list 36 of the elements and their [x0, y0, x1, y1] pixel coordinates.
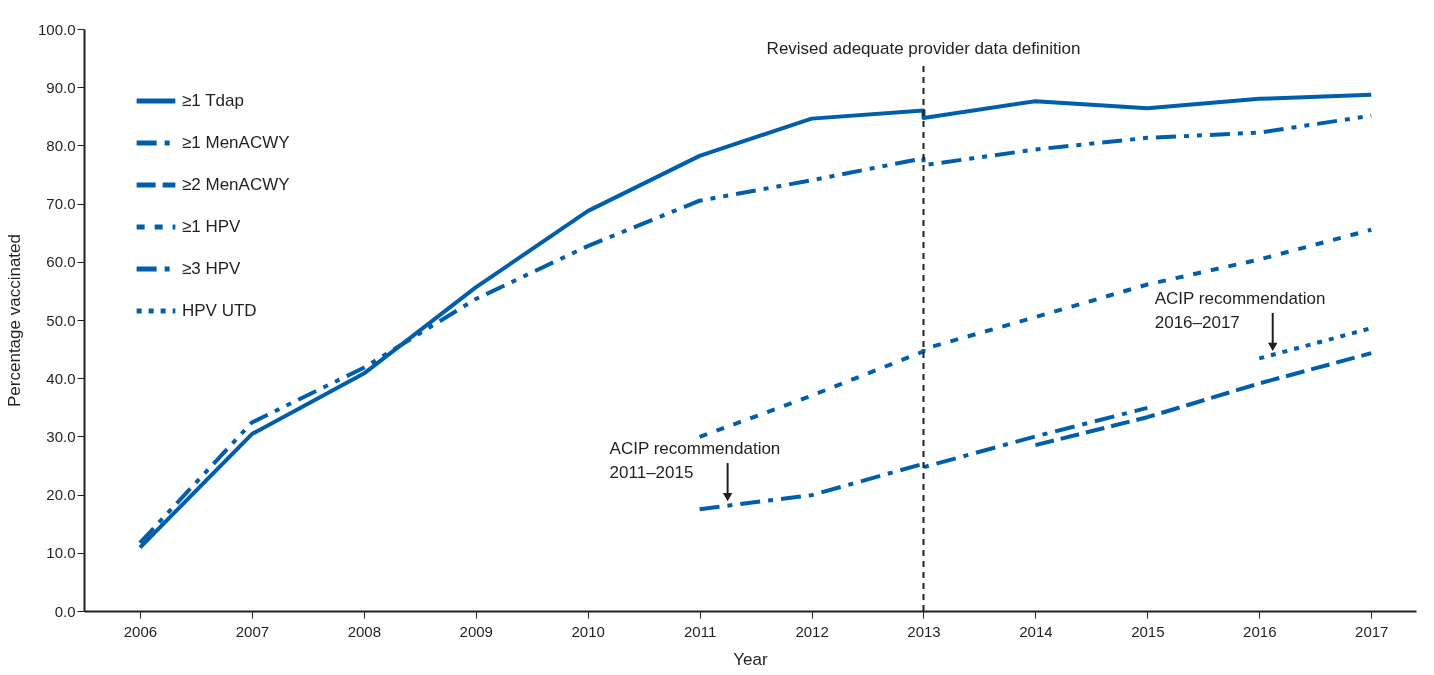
x-tick-label: 2010 — [571, 622, 605, 640]
legend-label: ≥1 HPV — [182, 217, 242, 236]
x-tick-label: 2016 — [1243, 622, 1277, 640]
legend-label: HPV UTD — [182, 301, 257, 320]
y-tick-label: 90.0 — [46, 78, 76, 96]
legend-label: ≥3 HPV — [182, 259, 242, 278]
y-tick-label: 100.0 — [37, 20, 76, 38]
ref-line-label: Revised adequate provider data definition — [766, 39, 1081, 58]
y-tick-label: 20.0 — [46, 486, 76, 504]
line-series — [697, 227, 1374, 439]
legend-label: ≥1 Tdap — [182, 91, 244, 110]
x-tick-label: 2006 — [123, 622, 158, 640]
x-tick-label: 2011 — [684, 622, 717, 640]
y-tick-label: 40.0 — [46, 369, 76, 387]
y-tick-label: 70.0 — [46, 195, 76, 213]
y-tick-label: 60.0 — [46, 253, 76, 271]
y-tick-label: 50.0 — [46, 311, 76, 329]
legend-label: ≥2 MenACWY — [182, 175, 290, 194]
annotation: ACIP recommendation 2011–2015 — [609, 439, 781, 483]
y-tick-label: 80.0 — [46, 136, 76, 154]
y-tick-label: 10.0 — [46, 544, 76, 562]
x-tick-label: 2012 — [795, 622, 829, 640]
y-tick-label: 0.0 — [54, 602, 76, 620]
x-tick-label: 2007 — [235, 622, 270, 640]
x-axis-title: Year — [733, 649, 769, 669]
y-tick-label: 30.0 — [46, 427, 76, 445]
x-tick-label: 2015 — [1131, 622, 1165, 640]
y-axis-title: Percentage vaccinated — [4, 234, 24, 407]
legend-label: ≥1 MenACWY — [182, 133, 290, 152]
annotation: ACIP recommendation 2016–2017 — [1154, 288, 1326, 332]
x-tick-label: 2009 — [459, 622, 493, 640]
x-tick-label: 2017 — [1355, 622, 1389, 640]
line-series — [1033, 351, 1374, 448]
x-tick-label: 2008 — [347, 622, 382, 640]
x-tick-label: 2013 — [907, 622, 941, 640]
x-tick-label: 2014 — [1019, 622, 1053, 640]
